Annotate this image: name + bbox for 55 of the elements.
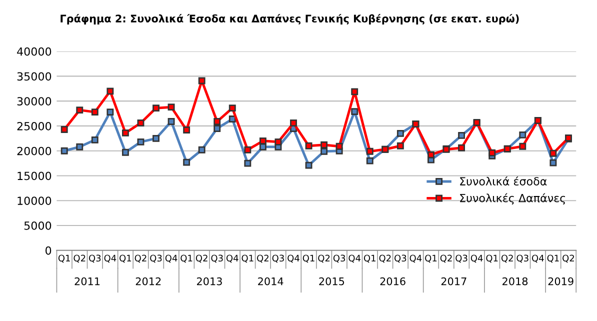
- y-tick-label: 40000: [17, 47, 52, 56]
- text: 2018: [502, 277, 528, 286]
- x-tick-label: Q1: [302, 254, 314, 263]
- x-tick-label: Q3: [394, 254, 406, 263]
- x-tick-label: Q4: [104, 254, 116, 263]
- x-tick-label: Q3: [88, 254, 101, 263]
- legend-label: Συνολικές Δαπάνες: [460, 193, 566, 204]
- text: 2011: [74, 277, 100, 286]
- x-tick-label: Q2: [440, 254, 452, 263]
- y-tick-label: 15000: [18, 172, 52, 180]
- x-tick-label: Q3: [272, 254, 284, 263]
- x-tick-label: Q4: [288, 254, 300, 263]
- x-tick-label: Q4: [348, 254, 361, 263]
- x-tick-label: Q2: [74, 254, 86, 263]
- y-tick-label: 5000: [24, 221, 52, 230]
- y-tick-label: 25000: [17, 122, 52, 130]
- x-tick-label: Q2: [501, 254, 513, 263]
- x-tick-label: Q4: [410, 254, 422, 263]
- x-tick-label: Q2: [134, 254, 146, 263]
- y-tick-label: 0: [46, 246, 52, 255]
- x-tick-label: Q3: [211, 254, 223, 263]
- x-tick-label: Q4: [470, 254, 483, 263]
- x-tick-label: Q1: [364, 254, 376, 263]
- x-tick-label: Q2: [257, 254, 268, 263]
- x-tick-label: Q4: [532, 254, 544, 263]
- x-tick-label: Q1: [180, 254, 192, 263]
- x-tick-label: Q2: [562, 254, 574, 263]
- x-tick-label: Q3: [150, 254, 162, 263]
- legend-label: Συνολικά έσοδα: [460, 176, 547, 186]
- text: 2012: [136, 277, 161, 286]
- y-tick-label: 20000: [17, 146, 52, 156]
- y-tick-label: 10000: [18, 196, 52, 206]
- x-tick-label: Q1: [425, 254, 437, 263]
- x-tick-label: Q3: [456, 254, 468, 263]
- text: 2013: [196, 277, 222, 286]
- text: 2016: [380, 277, 406, 286]
- x-tick-label: Q1: [242, 254, 254, 263]
- text: 2014: [258, 277, 284, 286]
- x-tick-label: Q1: [547, 254, 559, 263]
- chart-title: Γράφημα 2: Συνολικά Έσοδα και Δαπάνες Γενικής Κυβέρνησης (σε εκατ. ευρώ): [60, 14, 519, 25]
- x-tick-label: Q3: [333, 254, 346, 263]
- text: 2019: [548, 277, 574, 286]
- x-tick-label: Q3: [516, 254, 528, 263]
- x-tick-label: Q1: [120, 254, 132, 263]
- x-tick-label: Q2: [196, 254, 208, 263]
- y-tick-label: 35000: [17, 72, 52, 81]
- x-tick-label: Q1: [58, 254, 70, 263]
- x-tick-label: Q4: [165, 254, 178, 263]
- x-tick-label: Q4: [226, 254, 238, 263]
- text: 2017: [441, 277, 466, 286]
- x-tick-label: Q2: [318, 254, 330, 263]
- text: 2015: [319, 277, 344, 286]
- x-tick-label: Q2: [379, 254, 391, 263]
- y-tick-label: 30000: [17, 97, 52, 106]
- x-tick-label: Q1: [486, 254, 498, 263]
